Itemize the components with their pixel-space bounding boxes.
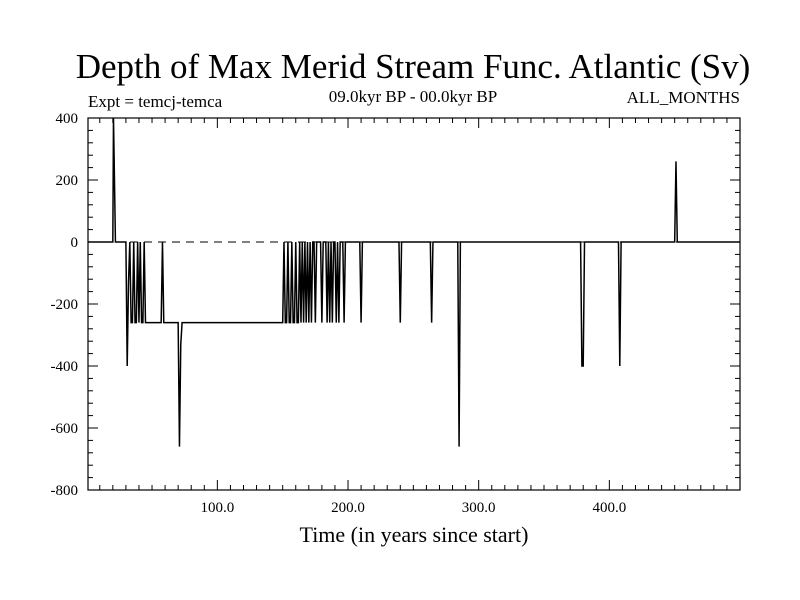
y-tick-label: 200 [56, 173, 79, 189]
plot-frame [87, 117, 741, 491]
y-tick-label: 0 [71, 235, 79, 251]
x-axis-label: Time (in years since start) [300, 522, 529, 547]
tick-labels: 100.0 200.0 300.0 400.0 -800 -600 -400 -200 0 200… [51, 111, 627, 516]
y-tick-label: -600 [51, 421, 79, 437]
y-tick-label: -200 [51, 297, 79, 313]
chart-title: Depth of Max Merid Stream Func. Atlantic… [76, 47, 751, 86]
y-tick-label: -400 [51, 359, 79, 375]
series-line [88, 117, 740, 447]
x-tick-label: 200.0 [331, 500, 365, 516]
x-tick-label: 100.0 [200, 500, 234, 516]
y-tick-label: -800 [51, 483, 79, 499]
x-tick-label: 300.0 [462, 500, 496, 516]
y-tick-label: 400 [56, 111, 79, 127]
x-tick-label: 400.0 [592, 500, 626, 516]
experiment-label: Expt = temcj-temca [88, 92, 223, 111]
time-range-label: 09.0kyr BP - 00.0kyr BP [329, 87, 497, 106]
months-label: ALL_MONTHS [627, 88, 740, 107]
